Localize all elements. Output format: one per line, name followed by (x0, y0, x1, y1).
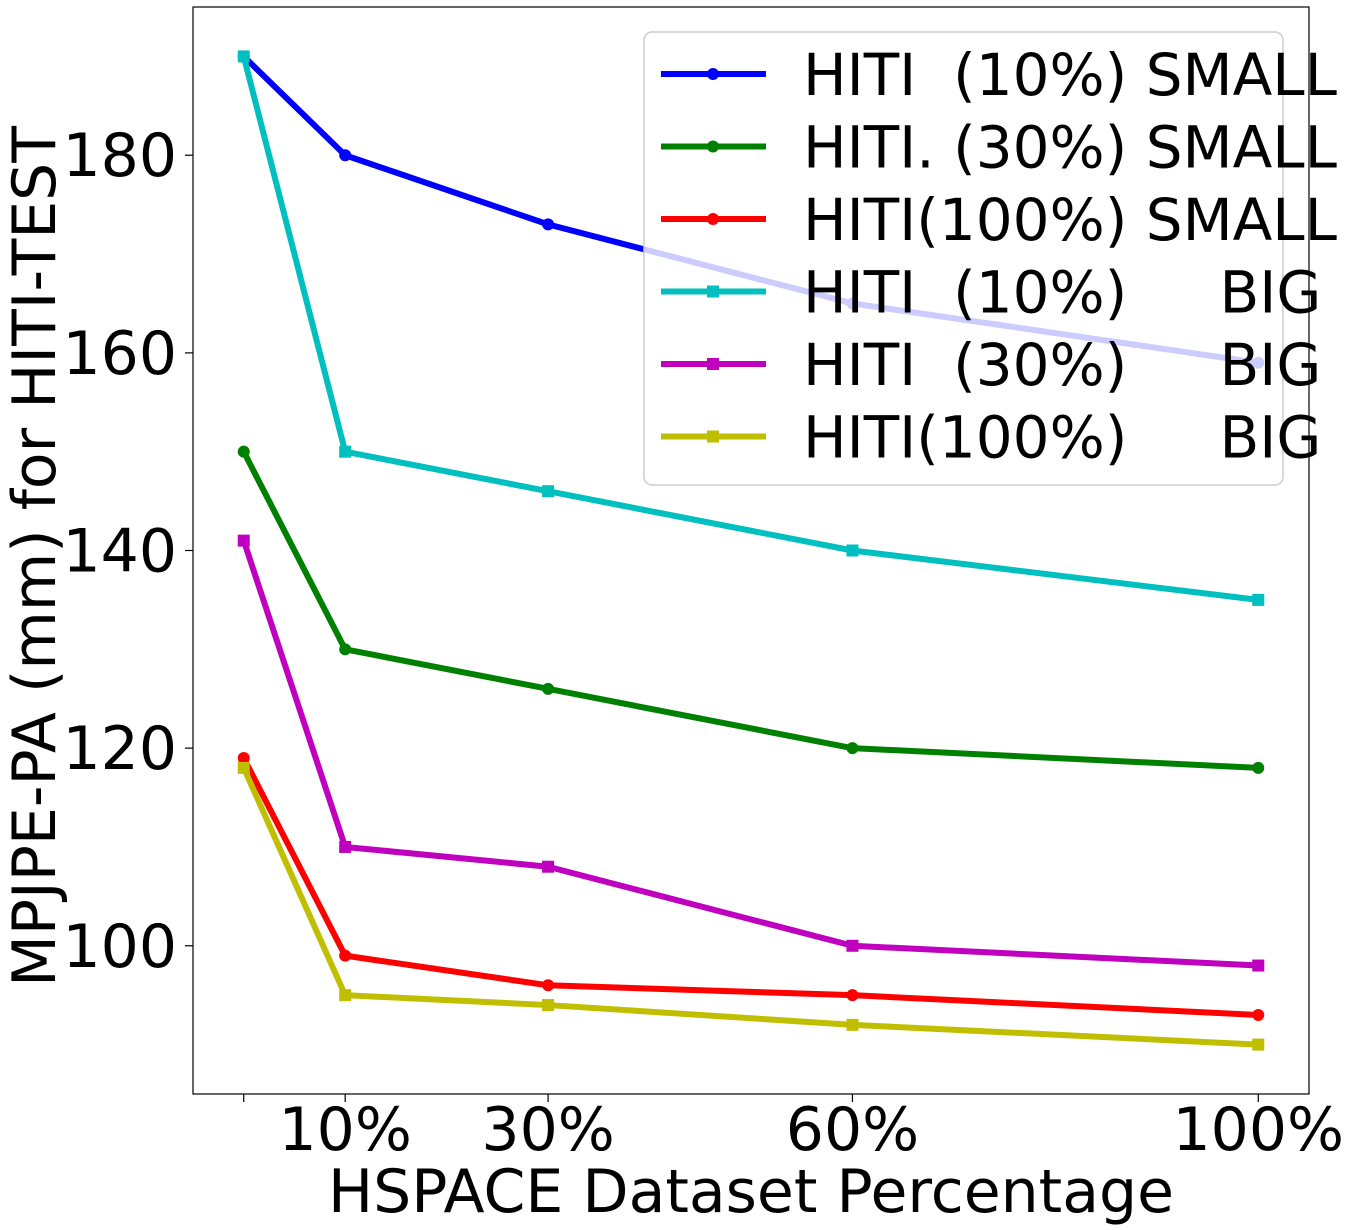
series-2 (237, 752, 1265, 1021)
legend-marker (707, 358, 719, 370)
legend-item: HITI. (30%) SMALL (661, 114, 1337, 182)
data-point (237, 445, 250, 458)
legend-label: HITI (10%) BIG (803, 259, 1321, 327)
data-point (339, 643, 352, 656)
legend-label: HITI (10%) SMALL (803, 41, 1337, 109)
data-point (542, 218, 555, 231)
legend-marker (707, 68, 719, 80)
plot-lines (237, 50, 1265, 1051)
x-tick-label: 30% (481, 1095, 614, 1165)
y-tick-label: 140 (62, 517, 177, 587)
x-tick-label: 100% (1172, 1095, 1344, 1165)
data-point (542, 979, 555, 992)
y-tick-label: 160 (62, 319, 177, 389)
x-axis-title: HSPACE Dataset Percentage (328, 1157, 1174, 1227)
legend-label: HITI. (30%) SMALL (803, 114, 1337, 182)
legend-item: HITI (10%) BIG (661, 259, 1321, 327)
data-point (1252, 1038, 1265, 1051)
legend-item: HITI(100%) SMALL (661, 186, 1337, 254)
legend-marker (707, 140, 719, 153)
series-line (240, 755, 1262, 1018)
legend-label: HITI(100%) BIG (803, 404, 1321, 472)
series-1 (237, 445, 1265, 774)
data-point (339, 840, 352, 853)
data-point (846, 544, 859, 557)
data-point (542, 682, 555, 695)
data-point (339, 989, 352, 1002)
legend-marker (707, 213, 719, 225)
data-point (237, 761, 250, 774)
data-point (237, 752, 250, 765)
data-point (237, 534, 250, 547)
series-line (240, 764, 1262, 1048)
data-point (237, 50, 250, 63)
series-line (240, 448, 1262, 771)
legend-item: HITI (10%) SMALL (661, 41, 1337, 109)
data-point (542, 860, 555, 873)
data-point (846, 989, 859, 1002)
data-point (339, 949, 352, 962)
x-axis: 10% 30% 60% 100% (243, 1094, 1344, 1165)
data-point (846, 742, 859, 755)
series-5 (237, 761, 1265, 1051)
legend-marker (707, 430, 719, 443)
data-point (1252, 1008, 1265, 1021)
y-axis: 100 120 140 160 180 (62, 121, 193, 982)
data-point (1252, 593, 1265, 606)
legend-item: HITI (30%) BIG (661, 331, 1321, 399)
data-point (339, 445, 352, 458)
legend-label: HITI(100%) SMALL (803, 186, 1337, 254)
data-point (846, 939, 859, 952)
data-point (1252, 761, 1265, 774)
data-point (542, 485, 555, 498)
legend-label: HITI (30%) BIG (803, 331, 1321, 399)
data-point (542, 999, 555, 1012)
data-point (846, 1018, 859, 1031)
series-3 (237, 50, 1265, 606)
x-tick-label: 60% (786, 1095, 919, 1165)
y-tick-label: 100 (62, 912, 177, 982)
series-line (240, 537, 1262, 969)
y-axis-title: MPJPE-PA (mm) for HITI-TEST (0, 126, 70, 987)
legend-item: HITI(100%) BIG (661, 404, 1321, 472)
legend-box (643, 31, 1284, 486)
y-tick-label: 120 (62, 714, 177, 784)
data-point (1252, 959, 1265, 972)
y-tick-label: 180 (62, 121, 177, 191)
legend-marker (707, 285, 719, 298)
series-4 (237, 534, 1265, 972)
x-tick-label: 10% (279, 1095, 412, 1165)
data-point (339, 149, 352, 162)
